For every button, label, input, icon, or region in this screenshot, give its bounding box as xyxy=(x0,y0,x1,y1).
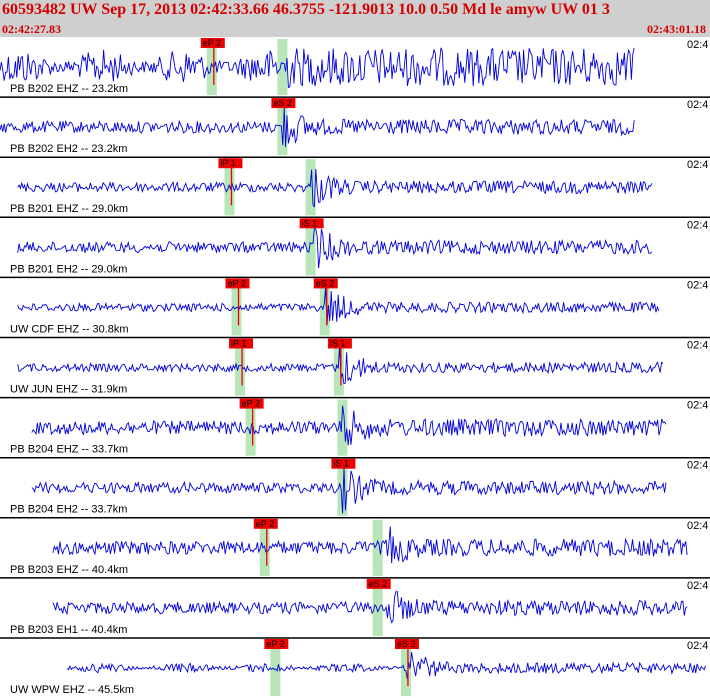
pick-label[interactable]: eP 2 xyxy=(203,38,221,48)
pick-window xyxy=(235,339,246,396)
waveform-trace xyxy=(17,226,653,269)
trace-panel[interactable]: eP 2 eS 2 UW CDF EHZ -- 30.8km 02:4 xyxy=(0,278,710,339)
pick-window xyxy=(270,640,281,697)
pick-label[interactable]: eS 2 xyxy=(316,278,335,288)
pick-label[interactable]: eP 2 xyxy=(228,278,246,288)
trace-panel[interactable]: iS 1 PB B204 EH2 -- 33.7km 02:4 xyxy=(0,458,710,519)
window-start-time: 02:42:27.83 xyxy=(2,22,61,36)
pick-label[interactable]: iP 1 xyxy=(220,158,235,168)
window-end-time: 02:43:01.18 xyxy=(647,22,706,36)
tick-time-label: 02:4 xyxy=(687,580,708,592)
seismogram-panel[interactable]: eP 2 PB B202 EHZ -- 23.2km 02:4 eS 2 PB B202… xyxy=(0,37,710,698)
pick-flag[interactable] xyxy=(313,278,338,289)
waveform-trace xyxy=(52,526,688,564)
waveform-trace xyxy=(17,169,653,208)
pick-label[interactable]: eS 2 xyxy=(397,639,416,649)
pick-window xyxy=(206,39,217,96)
trace-label: PB B204 EH2 -- 33.7km xyxy=(10,504,127,516)
pick-flag[interactable] xyxy=(225,278,250,289)
tick-time-label: 02:4 xyxy=(687,219,708,231)
pick-window xyxy=(337,399,348,456)
trace-panel[interactable]: eP 2 eS 2 UW WPW EHZ -- 45.5km 02:4 xyxy=(10,639,708,697)
tick-time-label: 02:4 xyxy=(687,340,708,352)
waveform-trace xyxy=(31,405,667,446)
trace-panel[interactable]: eP 2 PB B202 EHZ -- 23.2km 02:4 xyxy=(0,38,710,98)
event-title: 60593482 UW Sep 17, 2013 02:42:33.66 46.… xyxy=(2,1,610,18)
trace-label: UW WPW EHZ -- 45.5km xyxy=(10,684,134,696)
waveform-trace xyxy=(0,107,635,148)
trace-panel[interactable]: eP 2 PB B203 EHZ -- 40.4km 02:4 xyxy=(0,518,710,579)
tick-time-label: 02:4 xyxy=(687,159,708,171)
pick-label[interactable]: eS 2 xyxy=(369,579,388,589)
trace-label: PB B201 EHZ -- 29.0km xyxy=(10,203,128,215)
waveform-trace xyxy=(52,591,688,624)
pick-label[interactable]: eP 2 xyxy=(266,639,284,649)
pick-flag[interactable] xyxy=(200,38,225,48)
waveform-trace xyxy=(0,47,635,89)
pick-label[interactable]: iP 1 xyxy=(231,339,246,349)
trace-label: UW CDF EHZ -- 30.8km xyxy=(10,323,129,335)
trace-label: PB B203 EH1 -- 40.4km xyxy=(10,624,127,636)
pick-flag[interactable] xyxy=(366,578,391,589)
pick-flag[interactable] xyxy=(239,398,264,409)
pick-window xyxy=(372,519,383,576)
pick-flag[interactable] xyxy=(253,518,278,529)
tick-time-label: 02:4 xyxy=(687,99,708,111)
pick-flag[interactable] xyxy=(229,338,254,349)
pick-flag[interactable] xyxy=(299,218,324,229)
waveform-trace xyxy=(31,467,667,514)
pick-flag[interactable] xyxy=(327,338,352,349)
trace-panel[interactable]: iP 1 PB B201 EHZ -- 29.0km 02:4 xyxy=(0,158,710,219)
trace-label: PB B202 EHZ -- 23.2km xyxy=(10,83,128,95)
pick-window xyxy=(333,339,344,396)
trace-label: PB B204 EHZ -- 33.7km xyxy=(10,444,128,456)
pick-flag[interactable] xyxy=(331,458,356,469)
trace-panel[interactable]: iS 1 PB B201 EH2 -- 29.0km 02:4 xyxy=(0,218,710,279)
pick-window xyxy=(400,640,411,697)
pick-window xyxy=(305,219,316,276)
pick-flag[interactable] xyxy=(394,639,419,649)
pick-window xyxy=(319,279,330,336)
pick-label[interactable]: eS 2 xyxy=(273,98,292,108)
pick-label[interactable]: eP 2 xyxy=(256,519,274,529)
tick-time-label: 02:4 xyxy=(687,400,708,412)
trace-panel[interactable]: eS 2 PB B203 EH1 -- 40.4km 02:4 xyxy=(0,578,710,639)
tick-time-label: 02:4 xyxy=(687,460,708,472)
trace-panel[interactable]: iP 1 iS 1 UW JUN EHZ -- 31.9km 02:4 xyxy=(0,338,710,399)
trace-label: UW JUN EHZ -- 31.9km xyxy=(10,384,127,396)
trace-panel[interactable]: eP 2 PB B204 EHZ -- 33.7km 02:4 xyxy=(0,398,710,459)
trace-label: PB B201 EH2 -- 29.0km xyxy=(10,263,127,275)
waveform-trace xyxy=(17,287,660,326)
pick-flag[interactable] xyxy=(264,639,289,649)
pick-flag[interactable] xyxy=(218,158,243,169)
tick-time-label: 02:4 xyxy=(687,640,708,652)
pick-window xyxy=(245,399,256,456)
event-header: 60593482 UW Sep 17, 2013 02:42:33.66 46.… xyxy=(0,0,710,37)
pick-window xyxy=(277,99,288,156)
pick-label[interactable]: eP 2 xyxy=(242,399,260,409)
tick-time-label: 02:4 xyxy=(687,39,708,51)
pick-window xyxy=(372,579,383,636)
pick-window xyxy=(277,39,288,96)
tick-time-label: 02:4 xyxy=(687,279,708,291)
tick-time-label: 02:4 xyxy=(687,520,708,532)
trace-label: PB B203 EHZ -- 40.4km xyxy=(10,564,128,576)
pick-label[interactable]: iS 1 xyxy=(333,459,349,469)
waveform-trace xyxy=(66,652,706,680)
pick-window xyxy=(337,459,348,516)
trace-label: PB B202 EH2 -- 23.2km xyxy=(10,143,127,155)
pick-flag[interactable] xyxy=(271,98,296,109)
trace-panel[interactable]: eS 2 PB B202 EH2 -- 23.2km 02:4 xyxy=(0,98,710,158)
pick-window xyxy=(305,159,316,216)
pick-label[interactable]: iS 1 xyxy=(330,339,346,349)
pick-label[interactable]: iS 1 xyxy=(302,218,318,228)
